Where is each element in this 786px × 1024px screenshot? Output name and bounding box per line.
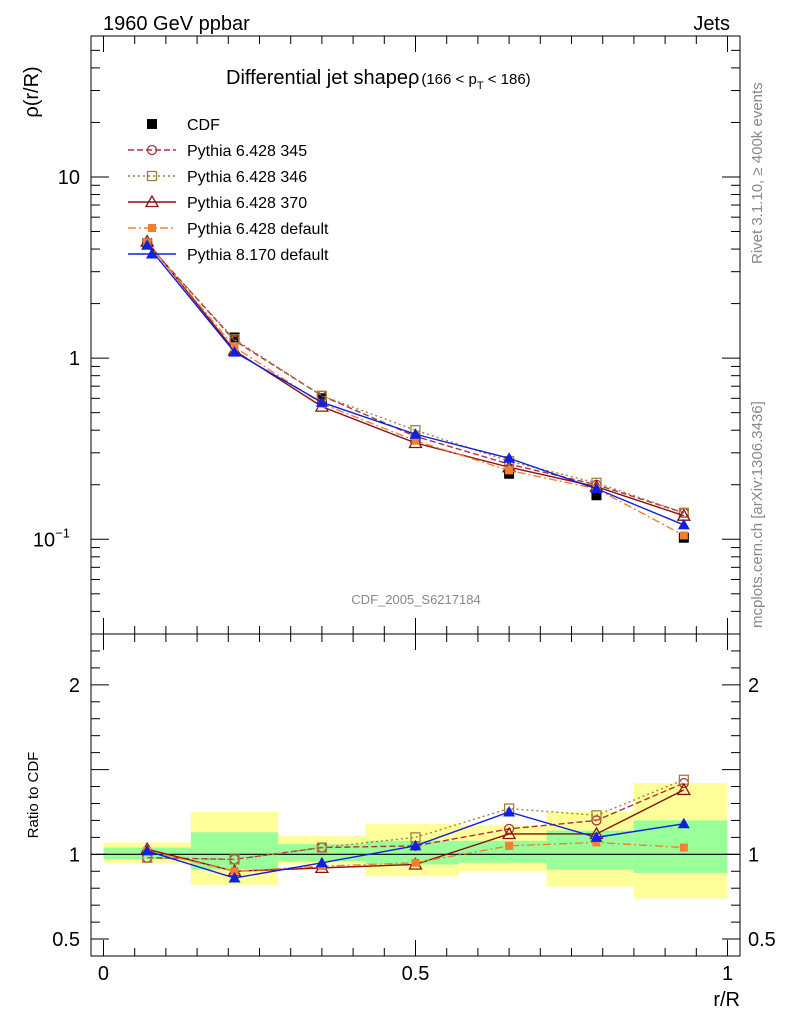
main-title-text: Differential jet shapeρ [226, 67, 419, 89]
legend-item-pythia-6-428-default: Pythia 6.428 default [128, 221, 329, 238]
ratio-y-tick-label-right: 0.5 [748, 929, 776, 951]
band-inner-6 [546, 830, 634, 870]
main-series-pythia-8-170-default [141, 239, 690, 530]
ratio-point-pythia-6-428-default-5 [505, 841, 514, 850]
ratio-point-pythia-8-170-default-5 [503, 805, 516, 817]
ratio-point-pythia-6-428-default-6 [592, 838, 601, 847]
legend-label: Pythia 6.428 default [187, 221, 329, 238]
main-point-pythia-8-170-default-4 [409, 428, 422, 439]
ratio-y-tick-label: 1 [69, 844, 80, 866]
ratio-y-tick-label: 0.5 [52, 929, 80, 951]
main-series-pythia-6-428-default [143, 238, 688, 540]
ratio-panel: 2 21 10.5 0.5 0 0.5 1 Ratio to CDF r/R [25, 633, 776, 1011]
ratio-point-pythia-6-428-default-2 [230, 867, 239, 876]
main-point-cdf-6 [591, 490, 602, 501]
main-series-line-pythia-6-428-346 [146, 243, 685, 514]
main-point-pythia-8-170-default-6 [590, 482, 603, 494]
legend-marker [148, 224, 156, 232]
legend-marker [146, 144, 158, 156]
band-inner-5 [459, 840, 547, 863]
header-energy: 1960 GeV ppbar [103, 13, 250, 35]
ratio-point-pythia-6-428-346-3 [316, 842, 328, 853]
main-title: Differential jet shapeρ (166 < pT < 186) [226, 67, 531, 92]
legend-item-pythia-6-428-370: Pythia 6.428 370 [128, 194, 307, 212]
ratio-point-pythia-6-428-346-6 [591, 810, 602, 821]
ratio-point-pythia-8-170-default-3 [315, 856, 328, 868]
ratio-point-pythia-6-428-default-7 [679, 843, 688, 852]
x-tick-label: 1 [722, 963, 733, 985]
main-title-range-end: < 186) [484, 71, 531, 88]
main-x-ticks [102, 36, 729, 634]
ratio-series-pythia-8-170-default [141, 805, 690, 883]
legend-marker [146, 248, 158, 259]
main-y-tick-label: 1 [69, 348, 80, 370]
main-y-tick-label: 10−1 [33, 525, 70, 551]
main-title-range-sub: T [477, 80, 484, 92]
ratio-point-pythia-8-170-default-4 [409, 839, 422, 851]
legend-label: Pythia 6.428 370 [187, 195, 307, 212]
ratio-point-pythia-8-170-default-6 [590, 831, 603, 842]
ratio-y-axis: 2 2 1 1 0.5 0.5 [52, 633, 776, 957]
main-point-cdf-2 [229, 332, 240, 343]
x-axis-label: r/R [713, 989, 740, 1011]
ratio-point-pythia-6-428-346-2 [229, 854, 240, 865]
main-point-pythia-6-428-default-5 [505, 466, 514, 475]
legend-marker [146, 170, 158, 182]
ratio-y-axis-label: Ratio to CDF [25, 752, 42, 839]
main-panel: 10 1 10−1 ρ(r/R) Differential jet shapeρ (1… [21, 35, 741, 635]
legend-label: Pythia 8.170 default [187, 247, 329, 264]
legend-item-pythia-6-428-346: Pythia 6.428 346 [128, 169, 307, 186]
ratio-point-pythia-8-170-default-2 [228, 872, 241, 883]
uncertainty-bands [103, 783, 728, 899]
main-y-tick-label: 10 [58, 167, 80, 189]
ratio-point-pythia-6-428-370-5 [501, 826, 517, 840]
main-point-pythia-6-428-346-7 [678, 507, 689, 518]
x-tick-label: 0 [98, 963, 109, 985]
main-y-axis-label: ρ(r/R) [21, 66, 43, 117]
main-title-range: (166 < p [421, 71, 476, 88]
ratio-series-line-pythia-6-428-346 [147, 779, 685, 861]
main-point-pythia-8-170-default-3 [315, 396, 328, 407]
legend-label: CDF [187, 117, 220, 134]
main-point-pythia-8-170-default-2 [228, 346, 241, 357]
main-point-pythia-8-170-default-7 [677, 518, 690, 530]
legend-marker [144, 194, 160, 208]
main-point-pythia-8-170-default-5 [503, 452, 516, 463]
ratio-y-tick-label-right: 2 [748, 675, 759, 697]
main-plot-area [140, 234, 691, 543]
legend-item-pythia-6-428-345: Pythia 6.428 345 [128, 143, 307, 160]
main-y-axis: 10 1 10−1 [33, 35, 740, 635]
main-point-pythia-8-170-default-1 [141, 239, 154, 250]
ratio-y-tick-label: 2 [69, 675, 80, 697]
legend: CDF Pythia 6.428 345 Pythia 6.428 346 Pythi… [128, 117, 329, 264]
main-series-line-pythia-8-170-default [146, 244, 685, 526]
main-series-pythia-6-428-345 [142, 238, 689, 518]
ratio-point-pythia-6-428-default-4 [411, 858, 420, 867]
rivet-label: Rivet 3.1.10, ≥ 400k events [749, 82, 766, 264]
legend-label: Pythia 6.428 345 [187, 143, 307, 160]
main-point-pythia-6-428-default-4 [411, 436, 420, 445]
analysis-watermark: CDF_2005_S6217184 [351, 592, 480, 607]
legend-item-cdf: CDF [147, 117, 220, 134]
legend-item-pythia-8-170-default: Pythia 8.170 default [128, 247, 329, 264]
legend-marker [147, 119, 157, 129]
ratio-y-tick-label-right: 1 [748, 844, 759, 866]
main-series-cdf [142, 238, 689, 543]
ratio-point-pythia-6-428-370-7 [676, 782, 691, 796]
ratio-point-pythia-8-170-default-7 [677, 817, 690, 829]
main-series-pythia-6-428-346 [142, 239, 689, 518]
header-category: Jets [693, 13, 730, 35]
main-series-pythia-6-428-370 [140, 234, 691, 521]
x-tick-label: 0.5 [402, 963, 430, 985]
main-series-line-pythia-6-428-370 [146, 241, 685, 517]
main-point-pythia-6-428-default-7 [679, 531, 688, 540]
legend-label: Pythia 6.428 346 [187, 169, 307, 186]
ratio-x-axis: 0 0.5 1 [98, 634, 733, 985]
main-series-line-pythia-6-428-345 [146, 242, 685, 514]
source-label: mcplots.cern.ch [arXiv:1306.3436] [749, 401, 766, 628]
ratio-plot-area [91, 774, 740, 899]
ratio-point-pythia-8-170-default-1 [141, 844, 154, 856]
